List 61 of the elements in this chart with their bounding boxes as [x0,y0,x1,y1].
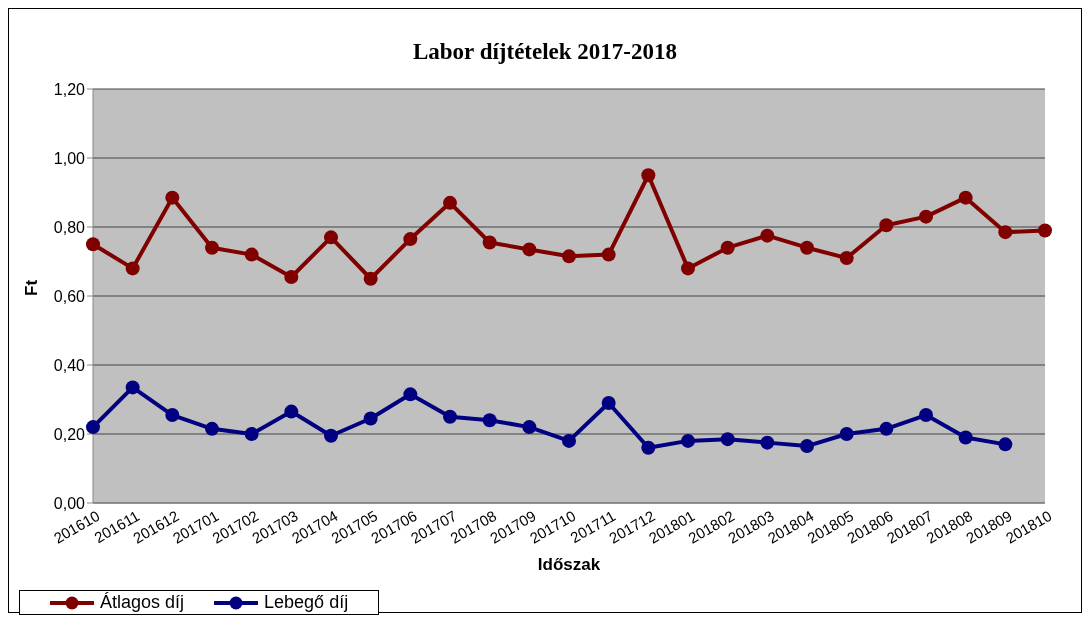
point [601,247,616,262]
point [919,209,933,224]
point [443,409,457,424]
point [363,411,378,426]
point [800,240,814,255]
point [1038,223,1052,238]
point [443,195,457,210]
point [205,240,219,255]
y-tick-label: 0,60 [53,287,86,305]
point [165,190,180,205]
point [482,413,497,428]
point [879,421,894,436]
legend-label: Átlagos díj [100,592,185,613]
point [641,440,656,455]
point [641,168,656,183]
point [958,430,973,445]
point [760,228,775,243]
y-tick-label: 0,20 [53,425,86,443]
point [244,247,259,262]
point [919,408,933,423]
point [601,395,616,410]
point [998,225,1013,240]
point [363,271,378,286]
y-tick-label: 1,00 [53,149,86,167]
point [125,380,140,395]
point [403,232,418,247]
y-tick-label: 0,80 [53,218,86,236]
point [681,261,695,276]
point [839,251,854,266]
point [125,261,140,276]
point [998,437,1013,452]
point [86,420,100,435]
point [879,218,894,233]
point [562,433,576,448]
point [165,408,180,423]
point [86,237,100,252]
point [482,235,497,250]
point [284,270,299,285]
y-axis-title: Ft [22,279,42,296]
point [562,249,576,264]
legend-label: Lebegő díj [264,592,349,613]
point [522,420,537,435]
point [324,230,338,245]
point [244,427,259,441]
point [720,432,735,447]
point [800,439,814,454]
point [839,427,854,441]
point [205,421,219,436]
point [681,433,695,448]
point [284,404,299,419]
point [720,240,735,255]
y-tick-label: 0,00 [53,494,86,512]
y-tick-label: 0,40 [53,356,86,374]
point [760,435,775,450]
x-axis-title: Időszak [537,555,601,574]
point [522,242,537,257]
chart-title: Labor díjtételek 2017-2018 [411,39,679,65]
point [403,387,418,402]
point [324,428,338,443]
point [958,190,973,205]
y-tick-label: 1,20 [53,80,86,98]
